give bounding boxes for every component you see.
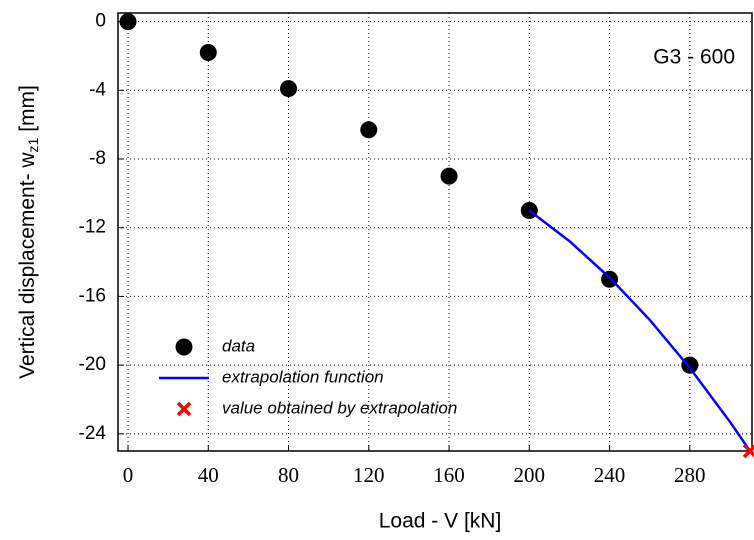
data-point <box>280 80 298 98</box>
x-tick-label: 160 <box>433 463 465 487</box>
legend-label: extrapolation function <box>222 367 384 386</box>
y-tick-label: -4 <box>89 79 106 100</box>
extrapolation-line <box>528 209 752 452</box>
data-point <box>440 167 458 185</box>
y-label-sub: z1 <box>25 137 41 152</box>
x-tick-label: 200 <box>514 463 546 487</box>
x-axis-label: Load - V [kN] <box>379 510 502 533</box>
plot-frame <box>117 12 753 452</box>
y-tick-label: -12 <box>79 217 106 238</box>
y-label-main: Vertical displacement- w <box>16 152 39 379</box>
data-point <box>199 44 217 62</box>
y-label-unit: [mm] <box>16 85 39 138</box>
y-tick-label: -16 <box>79 285 106 306</box>
legend-label: data <box>222 336 255 355</box>
annotation: G3 - 600 <box>653 46 735 69</box>
data-point <box>119 13 137 31</box>
legend-label: value obtained by extrapolation <box>222 398 457 417</box>
x-tick-label: 120 <box>353 463 385 487</box>
x-tick-label: 0 <box>123 463 134 487</box>
y-tick-label: -24 <box>79 423 107 444</box>
y-tick-label: -8 <box>89 148 106 169</box>
x-tick-label: 40 <box>198 463 219 487</box>
legend-dot <box>175 338 193 356</box>
x-tick-label: 240 <box>594 463 626 487</box>
y-tick-label: 0 <box>95 11 106 32</box>
data-point <box>360 121 378 139</box>
y-tick-label: -20 <box>79 354 106 375</box>
x-tick-label: 280 <box>674 463 706 487</box>
legend-cross <box>176 401 192 417</box>
y-axis-label: Vertical displacement- wz1 [mm] <box>16 85 41 379</box>
x-tick-label: 80 <box>278 463 299 487</box>
